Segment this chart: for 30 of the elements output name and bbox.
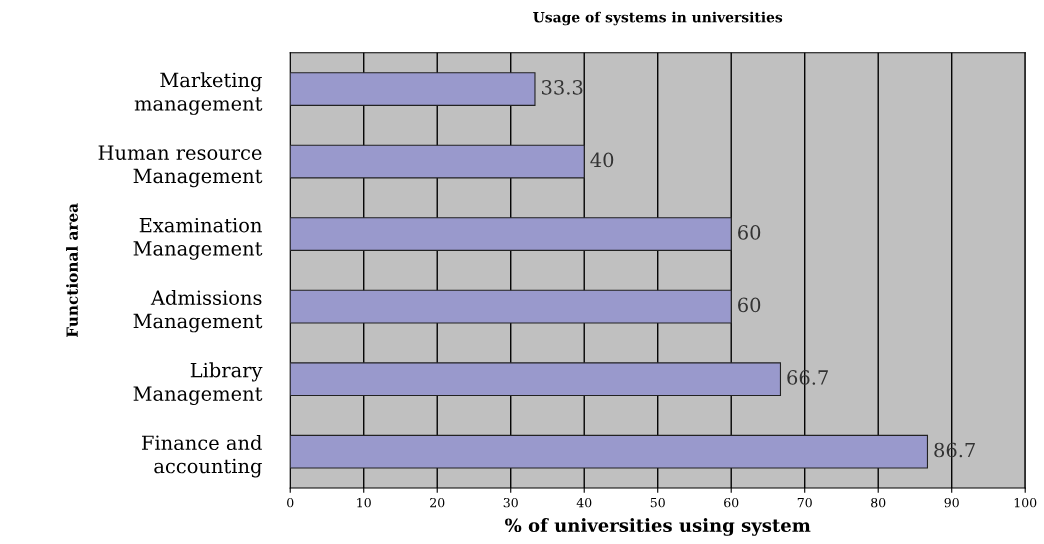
x-tick-label: 0 [287,497,294,508]
x-tick-label: 70 [797,497,812,508]
x-tick-label: 30 [503,497,518,508]
x-tick-label: 40 [576,497,592,508]
y-axis-title: Functional area [66,203,78,338]
bar [290,144,585,179]
bar [290,72,536,106]
x-tick-label: 80 [871,497,886,508]
x-tick-label: 100 [1014,497,1037,508]
chart-title: Usage of systems in universities [533,11,783,26]
x-tick-label: 60 [724,497,739,508]
y-tick-label: Finance and accounting [142,435,262,478]
data-label: 60 [738,225,761,240]
x-tick-label: 20 [430,497,445,508]
y-tick-label: Admissions Management [133,289,263,333]
y-tick-label: Human resource Management [98,145,263,188]
x-axis-title: % of universities using system [505,518,811,536]
bar [290,434,929,469]
x-tick-label: 90 [944,497,959,508]
bar [290,362,782,397]
data-label: 40 [590,152,614,168]
x-tick-label: 10 [357,497,371,508]
x-tick-label: 50 [650,497,665,508]
data-label: 60 [738,297,761,313]
y-tick-label: Marketing management [134,72,263,115]
bar [290,289,732,324]
data-label: 33.3 [542,79,583,95]
y-tick-label: Library Management [133,362,263,405]
bar [290,217,732,251]
y-tick-label: Examination Management [133,217,263,260]
